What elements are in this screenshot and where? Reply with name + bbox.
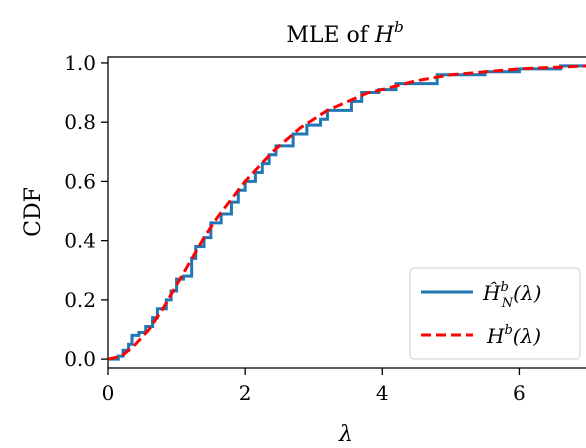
plot-area	[107, 56, 586, 369]
y-tick-label: 1.0	[64, 51, 96, 75]
ticks-layer: 0 2 4 6 0.0 0.2 0.4 0.6 0.8 1.0	[64, 51, 526, 405]
x-tick-label: 2	[239, 381, 252, 405]
chart-title-sup: b	[394, 18, 404, 36]
y-axis-label: CDF	[21, 187, 46, 237]
chart-title-var: H	[374, 23, 395, 48]
legend-theoretical-sup: b	[504, 323, 512, 338]
legend-theoretical-arg: (λ)	[513, 324, 541, 348]
series-layer	[108, 64, 586, 361]
legend-empirical-base: Ĥ	[482, 281, 501, 305]
legend-theoretical-label: Hb(λ)	[486, 323, 541, 348]
legend-empirical-sup: b	[500, 280, 508, 295]
x-axis-label: λ	[338, 422, 353, 447]
y-tick-label: 0.0	[64, 347, 96, 371]
x-tick-label: 4	[376, 381, 389, 405]
empirical-cdf-line	[108, 64, 586, 361]
y-tick-label: 0.2	[64, 288, 96, 312]
legend-theoretical-base: H	[486, 324, 505, 348]
y-tick-label: 0.6	[64, 169, 96, 193]
chart-title: MLE of Hb	[286, 18, 403, 48]
legend-empirical-arg: (λ)	[513, 281, 541, 305]
chart-title-main: MLE of	[286, 23, 375, 48]
y-tick-label: 0.4	[64, 229, 96, 253]
y-tick-label: 0.8	[64, 110, 96, 134]
x-tick-label: 0	[102, 381, 115, 405]
legend-empirical-sub: N	[501, 296, 514, 311]
theoretical-cdf-line	[108, 64, 586, 361]
legend-empirical-label: Ĥb N(λ)	[482, 280, 541, 311]
x-tick-label: 6	[513, 381, 526, 405]
legend: Ĥb N(λ) Hb(λ)	[409, 267, 581, 360]
